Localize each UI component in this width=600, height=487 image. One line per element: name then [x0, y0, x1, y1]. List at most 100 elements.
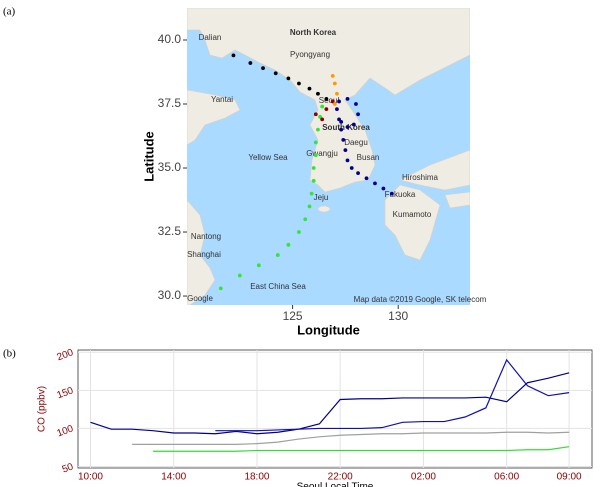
y-tick-label: 37.5 [158, 96, 182, 110]
trajectory-point [381, 186, 386, 191]
x-tick-label: 14:00 [161, 472, 186, 483]
trajectory-point [256, 263, 261, 268]
map-label: Shanghai [187, 250, 221, 259]
line-series [90, 372, 570, 435]
trajectory-point [339, 127, 344, 132]
line-series [132, 431, 570, 445]
trajectory-point [330, 73, 335, 78]
trajectory-point [345, 96, 350, 101]
trajectory-point [307, 86, 312, 91]
land-shandong [187, 89, 241, 146]
trajectory-point [335, 107, 339, 112]
trajectory-point [364, 176, 369, 181]
y-tick-label: 150 [55, 385, 75, 401]
trajectory-point [261, 66, 265, 71]
trajectory-point [218, 286, 223, 291]
y-axis-label: CO (ppbv) [37, 386, 48, 432]
trajectory-point [307, 204, 312, 209]
y-tick-label: 32.5 [158, 224, 182, 238]
y-tick-label: 35.0 [158, 160, 182, 174]
x-axis-label: Seoul Local Time [297, 482, 374, 487]
map-label: Google [187, 294, 213, 303]
trajectory-point [332, 81, 337, 86]
trajectory-point [343, 148, 348, 152]
x-axis-label: Longitude [297, 322, 360, 337]
trajectory-point [351, 122, 356, 127]
map-base [187, 8, 470, 305]
x-tick-label: 130 [388, 309, 408, 323]
x-tick-label: 06:00 [494, 472, 519, 483]
y-tick-label: 30.0 [158, 288, 182, 302]
trajectory-point [313, 112, 318, 117]
map-label: Busan [357, 153, 380, 162]
trajectory-point [237, 273, 242, 278]
panel-label: (a) [3, 6, 16, 18]
map-label: Yantai [211, 95, 233, 104]
land-kyushu [384, 184, 441, 261]
trajectory-point [313, 153, 318, 158]
trajectory-point [345, 158, 350, 163]
trajectory-point [335, 91, 339, 96]
y-tick-label: 40.0 [158, 32, 182, 46]
trajectory-point [309, 191, 314, 196]
map-label: Fukuoka [385, 190, 416, 199]
trajectory-point [324, 107, 329, 112]
trajectory-point [286, 76, 291, 81]
trajectory-point [330, 99, 335, 104]
panel-label: (b) [3, 348, 16, 360]
trajectory-point [320, 117, 325, 122]
x-tick-label: 02:00 [411, 472, 436, 483]
land-china-south [187, 199, 216, 305]
trajectory-point [248, 61, 253, 65]
map-label: Kumamoto [393, 210, 432, 219]
land-jeju [317, 205, 331, 213]
map-label: Map data ©2019 Google, SK telecom [354, 295, 487, 304]
trajectory-point [354, 102, 358, 106]
y-tick-label: 200 [55, 347, 75, 363]
x-tick-label: 09:00 [557, 472, 582, 483]
y-tick-label: 100 [55, 423, 75, 439]
trajectory-point [311, 166, 316, 170]
map-label: Yellow Sea [248, 153, 288, 162]
map-label: North Korea [290, 28, 337, 37]
trajectory-point [356, 112, 360, 117]
trajectory-point [286, 242, 291, 247]
trajectory-point [356, 171, 360, 176]
trajectory-point [303, 217, 308, 222]
trajectory-point [332, 102, 337, 106]
y-tick-label: 50 [61, 461, 76, 475]
trajectory-point [345, 125, 350, 129]
trajectory-point [389, 191, 394, 196]
trajectory-point [320, 104, 325, 109]
trajectory-point [273, 71, 278, 76]
map-label: Gwangju [306, 149, 338, 158]
trajectory-point [297, 81, 301, 86]
trajectory-point [337, 117, 341, 122]
map-label: Pyongyang [290, 50, 330, 59]
trajectory-point [339, 120, 344, 124]
x-tick-label: 125 [283, 309, 303, 323]
trajectory-point [316, 91, 320, 96]
trajectory-point [231, 53, 236, 58]
line-panel: 50 100 150 200 10:00 14:00 18:00 22:00 02:00 06:0… [37, 347, 592, 487]
x-tick-label: 10:00 [78, 472, 103, 483]
map-label: Hiroshima [402, 173, 439, 182]
line-series [152, 446, 570, 452]
trajectory-point [318, 114, 322, 119]
trajectory-point [297, 230, 301, 234]
trajectory-point [337, 99, 341, 104]
map-label: Daegu [344, 138, 368, 147]
x-tick-label: 18:00 [244, 472, 269, 483]
trajectory-point [373, 181, 377, 186]
line-series [215, 358, 570, 432]
x-tick-label: 22:00 [328, 472, 353, 483]
map-label: Seoul [319, 96, 340, 105]
map-label: Nantong [191, 232, 221, 241]
land-shikoku [444, 191, 470, 209]
map-label: East China Sea [250, 282, 306, 291]
map-label: Jeju [314, 193, 329, 202]
trajectory-point [341, 137, 346, 142]
trajectory-point [275, 253, 280, 257]
